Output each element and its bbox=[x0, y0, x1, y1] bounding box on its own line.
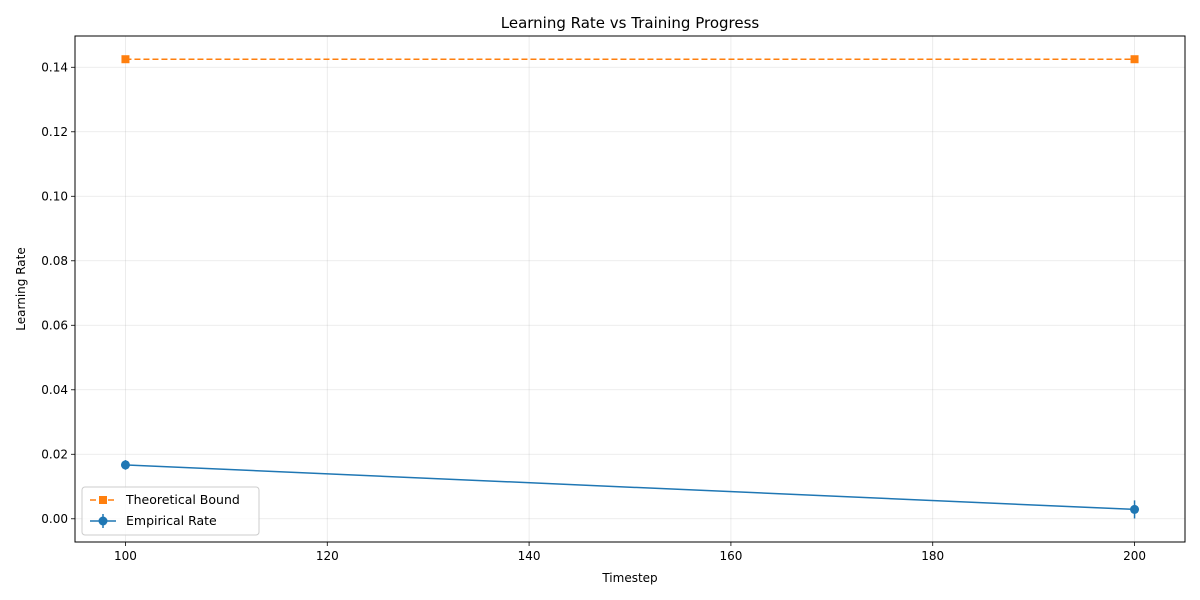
legend-box bbox=[81, 486, 260, 536]
legend-label: Empirical Rate bbox=[126, 513, 217, 528]
x-tick-label: 160 bbox=[719, 549, 742, 563]
series-line bbox=[125, 464, 1135, 511]
y-tick-label: 0.10 bbox=[41, 189, 68, 203]
x-axis-label: Timestep bbox=[601, 571, 657, 585]
y-axis-label: Learning Rate bbox=[14, 247, 28, 330]
x-tick-label: 180 bbox=[921, 549, 944, 563]
y-tick-label: 0.04 bbox=[41, 383, 68, 397]
legend-swatch-marker bbox=[98, 516, 108, 526]
legend: Theoretical Bound Empirical Rate bbox=[81, 486, 260, 536]
x-axis: 100 120 140 160 180 200 bbox=[114, 542, 1146, 563]
y-tick-label: 0.00 bbox=[41, 512, 68, 526]
series-2 bbox=[120, 460, 1140, 519]
chart-title: Learning Rate vs Training Progress bbox=[501, 14, 760, 32]
data-point bbox=[120, 460, 130, 470]
y-tick-label: 0.08 bbox=[41, 254, 68, 268]
series-layer bbox=[120, 55, 1140, 519]
x-tick-label: 200 bbox=[1123, 549, 1146, 563]
y-axis: 0.00 0.02 0.04 0.06 0.08 0.10 0.12 0.14 bbox=[41, 60, 75, 526]
legend-swatch-marker bbox=[99, 496, 107, 504]
y-tick-label: 0.06 bbox=[41, 318, 68, 332]
y-tick-label: 0.14 bbox=[41, 60, 68, 74]
plot-area bbox=[74, 35, 1186, 543]
x-tick-label: 120 bbox=[316, 549, 339, 563]
data-point bbox=[1130, 55, 1139, 64]
x-tick-label: 100 bbox=[114, 549, 137, 563]
grid bbox=[75, 36, 1185, 542]
series-1 bbox=[121, 55, 1139, 64]
data-point bbox=[1130, 504, 1140, 514]
legend-label: Theoretical Bound bbox=[125, 492, 240, 507]
y-tick-label: 0.02 bbox=[41, 447, 68, 461]
y-tick-label: 0.12 bbox=[41, 125, 68, 139]
x-tick-label: 140 bbox=[518, 549, 541, 563]
data-point bbox=[121, 55, 130, 64]
